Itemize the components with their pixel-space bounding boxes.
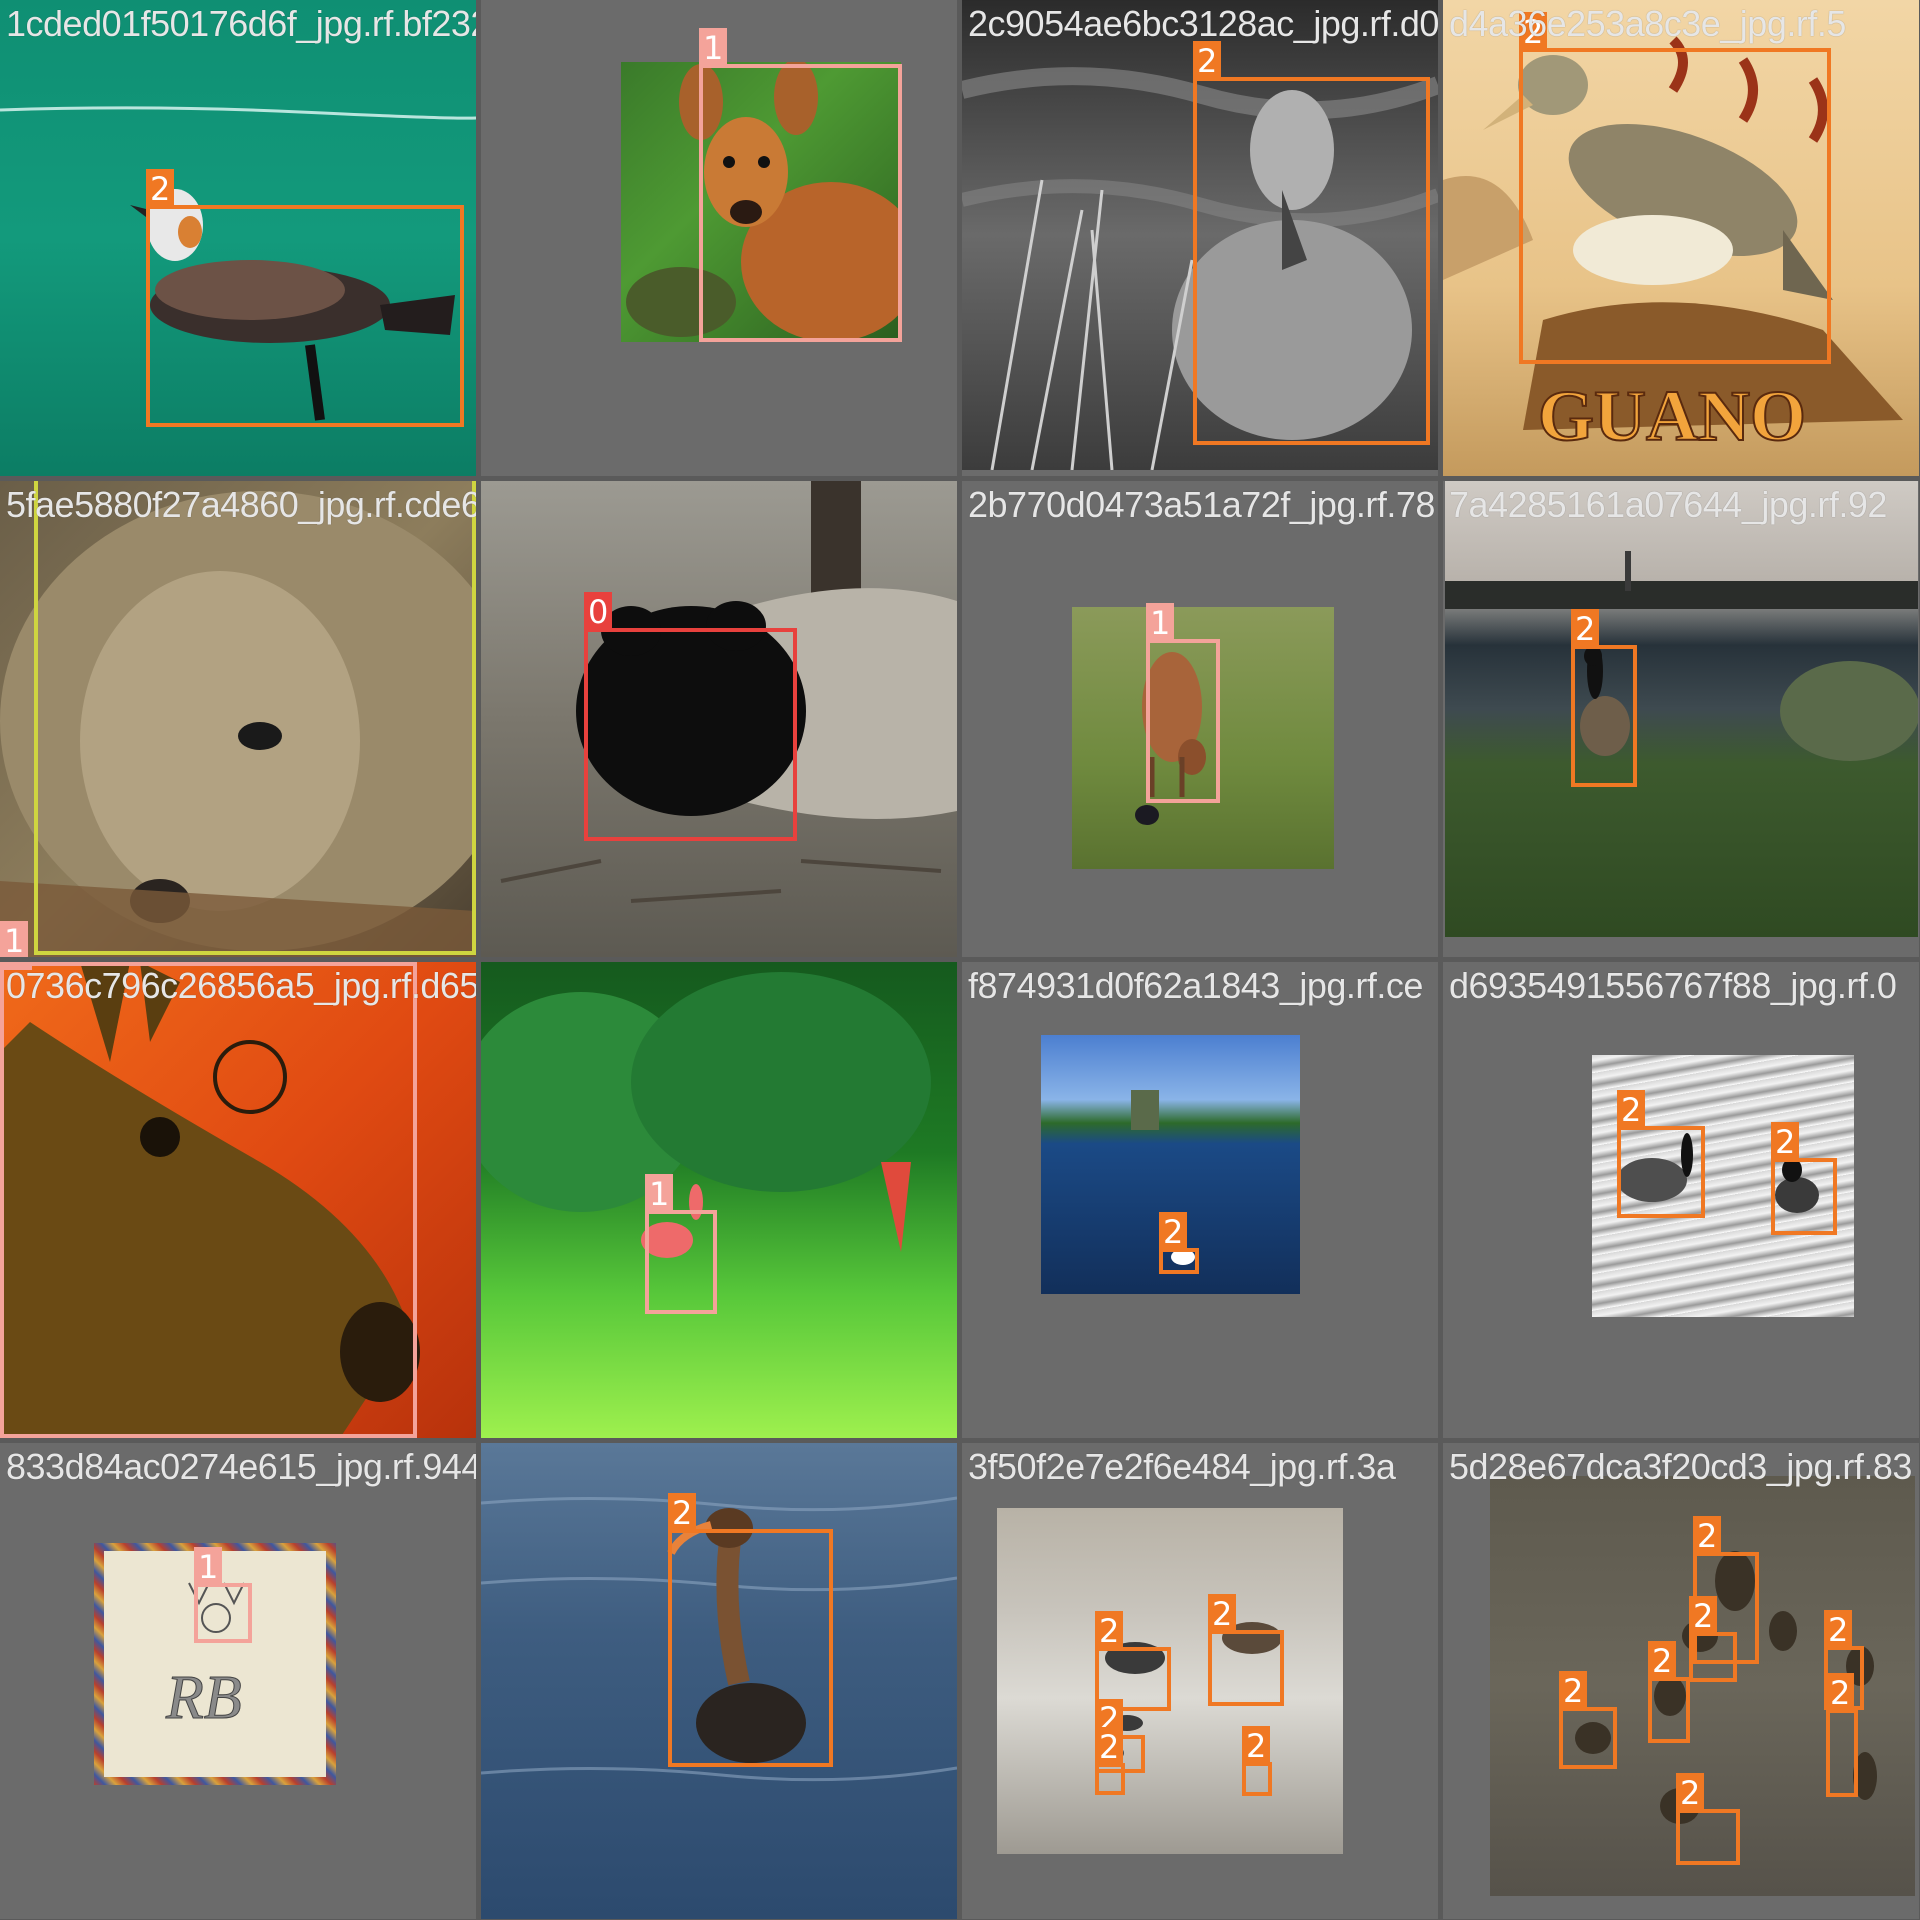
tile-hedgehog: 5fae5880f27a4860_jpg.rf.cde6526125c8b0e7… xyxy=(0,481,476,957)
tile-black-bear: 0 xyxy=(481,481,957,957)
tile-grebe: 2 xyxy=(481,1443,957,1919)
photo-deer-fawn xyxy=(621,62,901,342)
tile-grazing-deer: 2b770d0473a51a72f_jpg.rf.78 1 xyxy=(962,481,1438,957)
photo-black-bear xyxy=(481,481,957,957)
photo-ducks-flight xyxy=(997,1508,1343,1854)
photo-cormorant xyxy=(0,0,476,476)
tile-title: 2c9054ae6bc3128ac_jpg.rf.d04 xyxy=(968,3,1438,44)
tile-deer-infrared: 1 xyxy=(481,962,957,1438)
photo-duck-bw xyxy=(962,0,1438,470)
photo-bookplate: RB xyxy=(94,1543,336,1785)
tile-deer-fawn: 1 xyxy=(481,0,957,476)
photo-geese-water-bw xyxy=(1592,1055,1854,1317)
photo-albatross-poster: GUANO xyxy=(1443,0,1919,476)
photo-stag-glasses xyxy=(0,962,476,1438)
tile-title: d6935491556767f88_jpg.rf.0 xyxy=(1449,965,1897,1006)
tile-bookplate: RB 833d84ac0274e615_jpg.rf.9441c30b9a355… xyxy=(0,1443,476,1919)
tile-title: 2b770d0473a51a72f_jpg.rf.78 xyxy=(968,484,1435,525)
tile-geese-water-bw: d6935491556767f88_jpg.rf.0 2 2 xyxy=(1443,962,1919,1438)
tile-duck-bw: 2c9054ae6bc3128ac_jpg.rf.d04 2 xyxy=(962,0,1438,476)
tile-canada-goose-lake: 7a4285161a07644_jpg.rf.92 2 xyxy=(1443,481,1919,957)
tile-title: f874931d0f62a1843_jpg.rf.ce xyxy=(968,965,1423,1006)
tile-title: d4a36e253a8c3e_jpg.rf.5 xyxy=(1449,3,1846,44)
tile-ducks-pond: 5d28e67dca3f20cd3_jpg.rf.83 2 2 2 2 2 2 … xyxy=(1443,1443,1919,1919)
tile-title: 5d28e67dca3f20cd3_jpg.rf.83 xyxy=(1449,1446,1912,1487)
tile-title: 0736c796c26856a5_jpg.rf.d65524c412757fa5… xyxy=(6,965,476,1006)
tile-title: 5fae5880f27a4860_jpg.rf.cde6526125c8b0e7… xyxy=(6,484,476,525)
tile-albatross-poster: GUANO d4a36e253a8c3e_jpg.rf.5 2 xyxy=(1443,0,1919,476)
tile-cormorant: 1cded01f50176d6f_jpg.rf.bf232b9538739bfc… xyxy=(0,0,476,476)
tile-title: 1cded01f50176d6f_jpg.rf.bf232b9538739bfc… xyxy=(6,3,476,44)
monogram-text: RB xyxy=(165,1664,242,1732)
photo-ducks-pond xyxy=(1490,1476,1915,1896)
photo-grazing-deer xyxy=(1072,607,1334,869)
poster-text: GUANO xyxy=(1538,376,1806,456)
tile-title: 3f50f2e7e2f6e484_jpg.rf.3a xyxy=(968,1446,1396,1487)
photo-swan-lake xyxy=(1041,1035,1300,1294)
tile-swan-lake: f874931d0f62a1843_jpg.rf.ce 2 xyxy=(962,962,1438,1438)
tile-stag-glasses: 0736c796c26856a5_jpg.rf.d65524c412757fa5… xyxy=(0,962,476,1438)
photo-canada-goose-lake xyxy=(1445,481,1918,937)
photo-grebe xyxy=(481,1443,957,1919)
photo-hedgehog xyxy=(0,481,476,957)
tile-ducks-flight: 3f50f2e7e2f6e484_jpg.rf.3a 2 2 2 2 2 xyxy=(962,1443,1438,1919)
tile-title: 7a4285161a07644_jpg.rf.92 xyxy=(1449,484,1887,525)
tile-title: 833d84ac0274e615_jpg.rf.9441c30b9a3552b7… xyxy=(6,1446,476,1487)
photo-deer-infrared xyxy=(481,962,957,1438)
